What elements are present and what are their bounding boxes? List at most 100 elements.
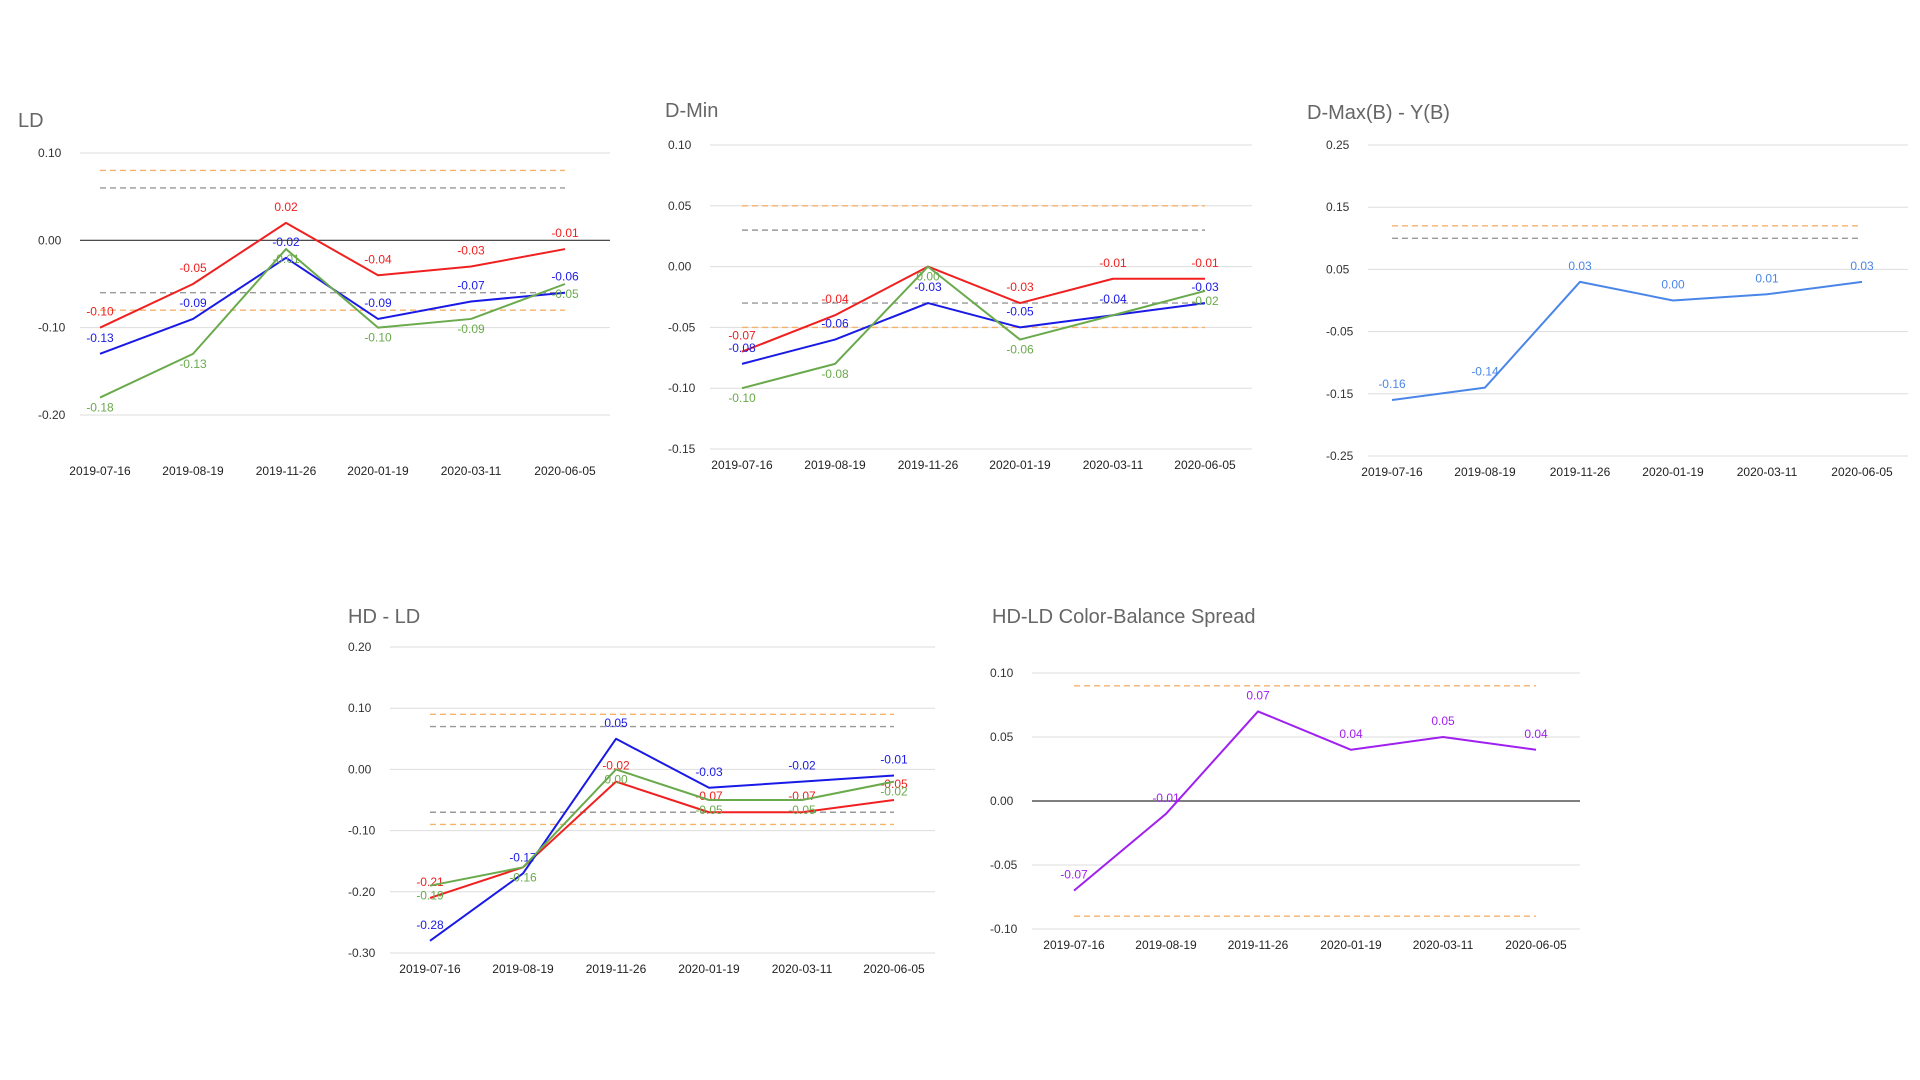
x-tick-label: 2019-07-16 <box>711 458 773 472</box>
data-label: -0.05 <box>788 803 816 817</box>
data-label: -0.08 <box>728 341 756 355</box>
data-label: -0.16 <box>1378 377 1406 391</box>
x-tick-label: 2019-08-19 <box>804 458 866 472</box>
y-tick-label: -0.10 <box>38 321 66 335</box>
x-tick-label: 2019-07-16 <box>1043 938 1105 952</box>
data-label: -0.03 <box>457 244 485 258</box>
data-label: -0.05 <box>551 287 579 301</box>
data-label: -0.02 <box>1191 294 1219 308</box>
data-label: 0.00 <box>916 270 940 284</box>
data-label: -0.19 <box>416 889 444 903</box>
series-line <box>1391 280 1863 402</box>
x-tick-label: 2019-08-19 <box>162 464 224 478</box>
hd-ld-chart: HD - LD 0.20 0.10 0.00 -0.10 -0.20 -0.30 2019-… <box>330 600 970 1000</box>
d-max-chart-plot: 0.25 0.15 0.05 -0.05 -0.15 -0.25 2019-07-16 201… <box>1326 138 1908 479</box>
series-line <box>99 248 566 399</box>
data-label: -0.07 <box>1060 868 1088 882</box>
series-line <box>741 302 1206 365</box>
x-tick-label: 2020-06-05 <box>1831 465 1893 479</box>
x-tick-label: 2019-07-16 <box>399 962 461 976</box>
x-tick-label: 2019-11-26 <box>256 464 317 478</box>
spread-chart-plot: 0.10 0.05 0.00 -0.05 -0.10 2019-07-16 2019-08-… <box>990 666 1580 952</box>
d-max-chart: D-Max(B) - Y(B) 0.25 0.15 0.05 -0.05 -0.15 -0… <box>1280 90 1920 490</box>
chart-title: LD <box>18 110 44 132</box>
x-tick-label: 2020-06-05 <box>1174 458 1236 472</box>
x-tick-label: 2020-03-11 <box>441 464 502 478</box>
x-tick-label: 2019-08-19 <box>492 962 554 976</box>
x-tick-label: 2020-03-11 <box>1083 458 1144 472</box>
data-label: -0.14 <box>1471 365 1499 379</box>
x-tick-label: 2020-03-11 <box>1737 465 1798 479</box>
x-tick-label: 2020-06-05 <box>1505 938 1567 952</box>
x-tick-label: 2019-07-16 <box>69 464 131 478</box>
y-tick-label: -0.15 <box>1326 387 1354 401</box>
data-label: -0.05 <box>880 777 908 791</box>
series-line <box>429 780 895 899</box>
y-tick-label: -0.05 <box>990 858 1018 872</box>
data-label: -0.10 <box>364 331 392 345</box>
y-tick-label: -0.25 <box>1326 449 1354 463</box>
data-label: -0.06 <box>1006 343 1034 357</box>
x-tick-label: 2019-07-16 <box>1361 465 1423 479</box>
data-label: 0.05 <box>1431 714 1455 728</box>
x-tick-label: 2019-11-26 <box>586 962 647 976</box>
y-tick-label: -0.10 <box>348 824 376 838</box>
y-tick-label: -0.15 <box>668 442 696 456</box>
data-label: -0.07 <box>457 278 485 292</box>
x-tick-label: 2020-06-05 <box>534 464 596 478</box>
x-tick-label: 2019-11-26 <box>1550 465 1611 479</box>
data-label: -0.13 <box>86 331 114 345</box>
data-label: -0.04 <box>821 292 849 306</box>
data-label: -0.05 <box>1006 304 1034 318</box>
x-tick-label: 2019-11-26 <box>898 458 959 472</box>
data-label: 0.05 <box>604 716 628 730</box>
data-label: 0.04 <box>1339 727 1363 741</box>
series-line <box>99 256 566 355</box>
data-label: -0.21 <box>416 875 444 889</box>
y-tick-label: 0.15 <box>1326 200 1350 214</box>
series-line <box>99 221 566 329</box>
data-label: 0.00 <box>1661 278 1685 292</box>
data-label: -0.10 <box>728 391 756 405</box>
y-tick-label: 0.05 <box>668 199 692 213</box>
x-tick-label: 2019-11-26 <box>1228 938 1289 952</box>
data-label: 0.02 <box>274 200 298 214</box>
d-min-chart-plot: 0.10 0.05 0.00 -0.05 -0.10 -0.15 2019-07-16 201… <box>668 138 1252 472</box>
data-label: -0.01 <box>272 252 300 266</box>
series-line <box>741 265 1206 390</box>
data-label: -0.03 <box>1006 280 1034 294</box>
x-tick-label: 2019-08-19 <box>1454 465 1516 479</box>
y-tick-label: -0.30 <box>348 946 376 960</box>
data-label: -0.07 <box>788 789 816 803</box>
data-label: -0.01 <box>1152 791 1180 805</box>
chart-title: D-Min <box>665 100 719 122</box>
y-tick-label: -0.05 <box>1326 325 1354 339</box>
y-tick-label: -0.10 <box>668 381 696 395</box>
data-label: -0.09 <box>179 296 207 310</box>
y-tick-label: -0.20 <box>348 885 376 899</box>
series-line <box>429 768 895 887</box>
x-tick-label: 2020-06-05 <box>863 962 925 976</box>
d-min-chart: D-Min 0.10 0.05 0.00 -0.05 -0.10 -0.15 2019-07… <box>640 90 1280 480</box>
y-tick-label: 0.05 <box>990 730 1014 744</box>
x-tick-label: 2020-01-19 <box>1642 465 1704 479</box>
y-tick-label: 0.00 <box>668 260 692 274</box>
ld-chart: LD 0.10 0.00 -0.10 -0.20 2019-07-16 2019-08-1… <box>0 100 640 490</box>
data-label: -0.18 <box>86 401 114 415</box>
data-label: -0.03 <box>1191 280 1219 294</box>
data-label: -0.02 <box>272 235 300 249</box>
data-label: -0.06 <box>821 317 849 331</box>
data-label: -0.08 <box>821 367 849 381</box>
data-label: -0.16 <box>509 870 537 884</box>
chart-title: HD-LD Color-Balance Spread <box>992 606 1256 628</box>
data-label: -0.03 <box>695 765 723 779</box>
data-label: -0.01 <box>880 753 908 767</box>
data-label: -0.02 <box>788 759 816 773</box>
series-line <box>741 265 1205 353</box>
data-label: -0.05 <box>179 261 207 275</box>
data-label: -0.05 <box>695 803 723 817</box>
y-tick-label: 0.00 <box>990 794 1014 808</box>
data-label: -0.09 <box>457 322 485 336</box>
data-label: -0.04 <box>1099 292 1127 306</box>
ld-chart-plot: 0.10 0.00 -0.10 -0.20 2019-07-16 2019-08-19 20… <box>38 146 610 478</box>
